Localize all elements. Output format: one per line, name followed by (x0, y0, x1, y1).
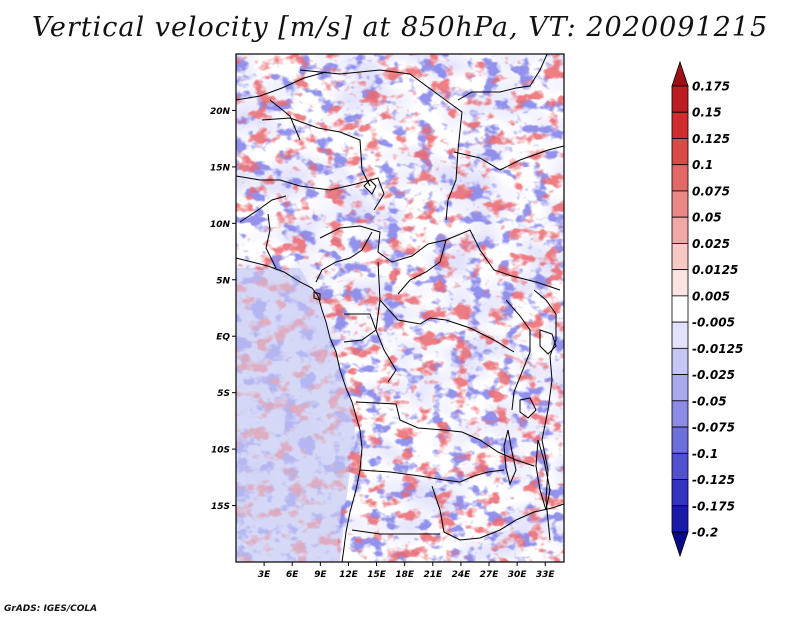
colorbar-swatch (671, 190, 689, 218)
colorbar-swatch (671, 479, 689, 507)
map-title: Vertical velocity [m/s] at 850hPa, VT: 2… (31, 12, 769, 43)
latitude-axis: 20N 15N 10N 5N EQ 5S 10S 15S (210, 107, 236, 512)
lat-label: 5N (216, 276, 230, 286)
colorbar-swatch (671, 426, 689, 454)
colorbar-label: 0.05 (692, 211, 722, 225)
colorbar-swatch (671, 216, 689, 244)
colorbar-label: 0.0125 (692, 263, 738, 277)
colorbar-label: -0.075 (692, 421, 735, 435)
colorbar-swatch (671, 505, 689, 533)
colorbar-swatch (671, 269, 689, 297)
lon-label: 12E (339, 570, 359, 580)
colorbar-label: -0.2 (692, 526, 718, 540)
colorbar-label: 0.125 (692, 132, 730, 146)
colorbar-label: -0.0125 (692, 342, 743, 356)
lon-label: 9E (314, 570, 327, 580)
colorbar-label: 0.005 (692, 289, 730, 303)
colorbar-label: -0.005 (692, 316, 735, 330)
colorbar-label: 0.175 (692, 80, 730, 94)
colorbar-swatch (671, 374, 689, 402)
colorbar-swatch (671, 138, 689, 166)
grads-credit: GrADS: IGES/COLA (4, 604, 98, 614)
colorbar-swatch (671, 85, 689, 113)
colorbar-label: 0.1 (692, 158, 713, 172)
colorbar-label: -0.175 (692, 499, 735, 513)
colorbar-label: -0.025 (692, 368, 735, 382)
colorbar-swatch (671, 347, 689, 375)
colorbar-label: 0.075 (692, 184, 730, 198)
lat-label: 5S (217, 389, 230, 399)
colorbar-swatch (671, 295, 689, 323)
colorbar-label: -0.05 (692, 394, 727, 408)
colorbar-top-arrow (671, 60, 689, 87)
velocity-field (236, 54, 564, 562)
colorbar-label: 0.15 (692, 106, 722, 120)
lat-label: EQ (216, 333, 230, 343)
colorbar-swatch (671, 111, 689, 139)
colorbar-swatch (671, 452, 689, 480)
colorbar-label: -0.1 (692, 447, 718, 461)
lon-label: 24E (452, 570, 472, 580)
lat-label: 15N (210, 163, 231, 173)
colorbar-label: -0.125 (692, 473, 735, 487)
lon-label: 30E (508, 570, 528, 580)
lon-label: 27E (480, 570, 500, 580)
colorbar-swatch (671, 321, 689, 349)
lon-label: 15E (367, 570, 387, 580)
country-borders (236, 54, 564, 562)
colorbar-label: 0.025 (692, 237, 730, 251)
lon-label: 6E (286, 570, 299, 580)
lat-label: 20N (210, 107, 231, 117)
lat-label: 15S (211, 502, 230, 512)
lon-label: 21E (423, 570, 443, 580)
lon-label: 18E (395, 570, 415, 580)
lat-label: 10N (210, 220, 231, 230)
colorbar-bottom-arrow (671, 531, 689, 558)
lon-label: 3E (258, 570, 271, 580)
lat-label: 10S (211, 446, 230, 456)
longitude-axis: 3E 6E 9E 12E 15E 18E 21E 24E 27E 30E 33E (258, 562, 556, 580)
colorbar-swatch (671, 243, 689, 271)
map-frame (235, 53, 565, 563)
lon-label: 33E (536, 570, 556, 580)
colorbar-swatch (671, 400, 689, 428)
colorbar-swatch (671, 164, 689, 192)
